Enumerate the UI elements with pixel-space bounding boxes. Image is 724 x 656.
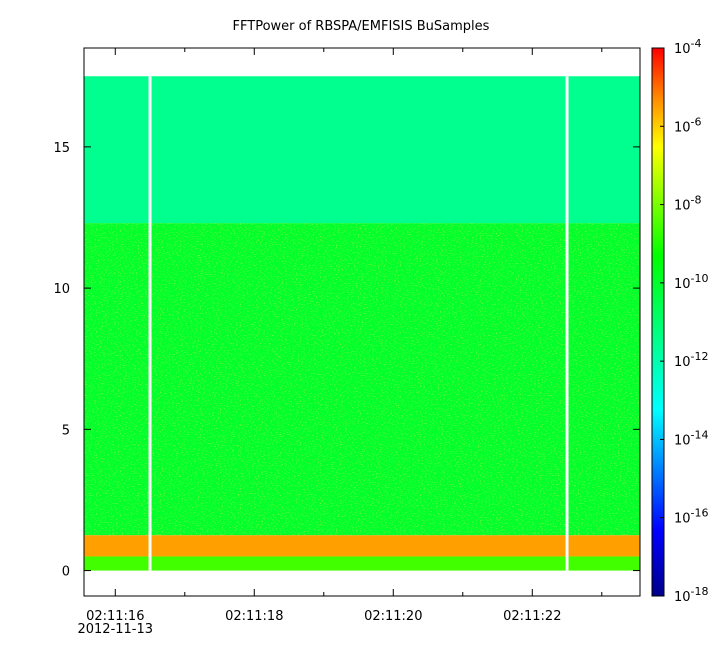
- power-region-3: [84, 535, 640, 557]
- y-tick-label: 15: [53, 141, 70, 156]
- power-region-noise: [84, 223, 640, 536]
- colorbar-tick-label: 10-16: [674, 507, 709, 527]
- plot-frame: [83, 47, 641, 597]
- y-tick-label: 0: [62, 565, 70, 580]
- colorbar-tick-label: 10-4: [674, 37, 702, 57]
- y-tick-label: 5: [62, 423, 70, 438]
- colorbar-tick-label: 10-14: [674, 428, 709, 448]
- x-tick-label: 02:11:20: [364, 609, 422, 624]
- power-region-4: [84, 556, 640, 571]
- x-tick-label: 02:11:18: [225, 609, 283, 624]
- x-tick-label: 02:11:22: [503, 609, 561, 624]
- colorbar-tick-label: 10-10: [674, 272, 709, 292]
- data-gap-1: [148, 76, 152, 571]
- x-date-label: 2012-11-13: [77, 622, 153, 637]
- power-region-1: [84, 76, 640, 224]
- colorbar-tick-label: 10-6: [674, 115, 702, 135]
- data-gap-2: [565, 76, 569, 571]
- colorbar-tick-label: 10-12: [674, 350, 709, 370]
- x-tick-label: 02:11:16: [86, 609, 144, 624]
- y-tick-label: 10: [53, 282, 70, 297]
- colorbar: [651, 47, 665, 597]
- chart-title: FFTPower of RBSPA/EMFISIS BuSamples: [233, 19, 490, 34]
- colorbar-tick-label: 10-18: [674, 585, 709, 605]
- colorbar-tick-label: 10-8: [674, 194, 702, 214]
